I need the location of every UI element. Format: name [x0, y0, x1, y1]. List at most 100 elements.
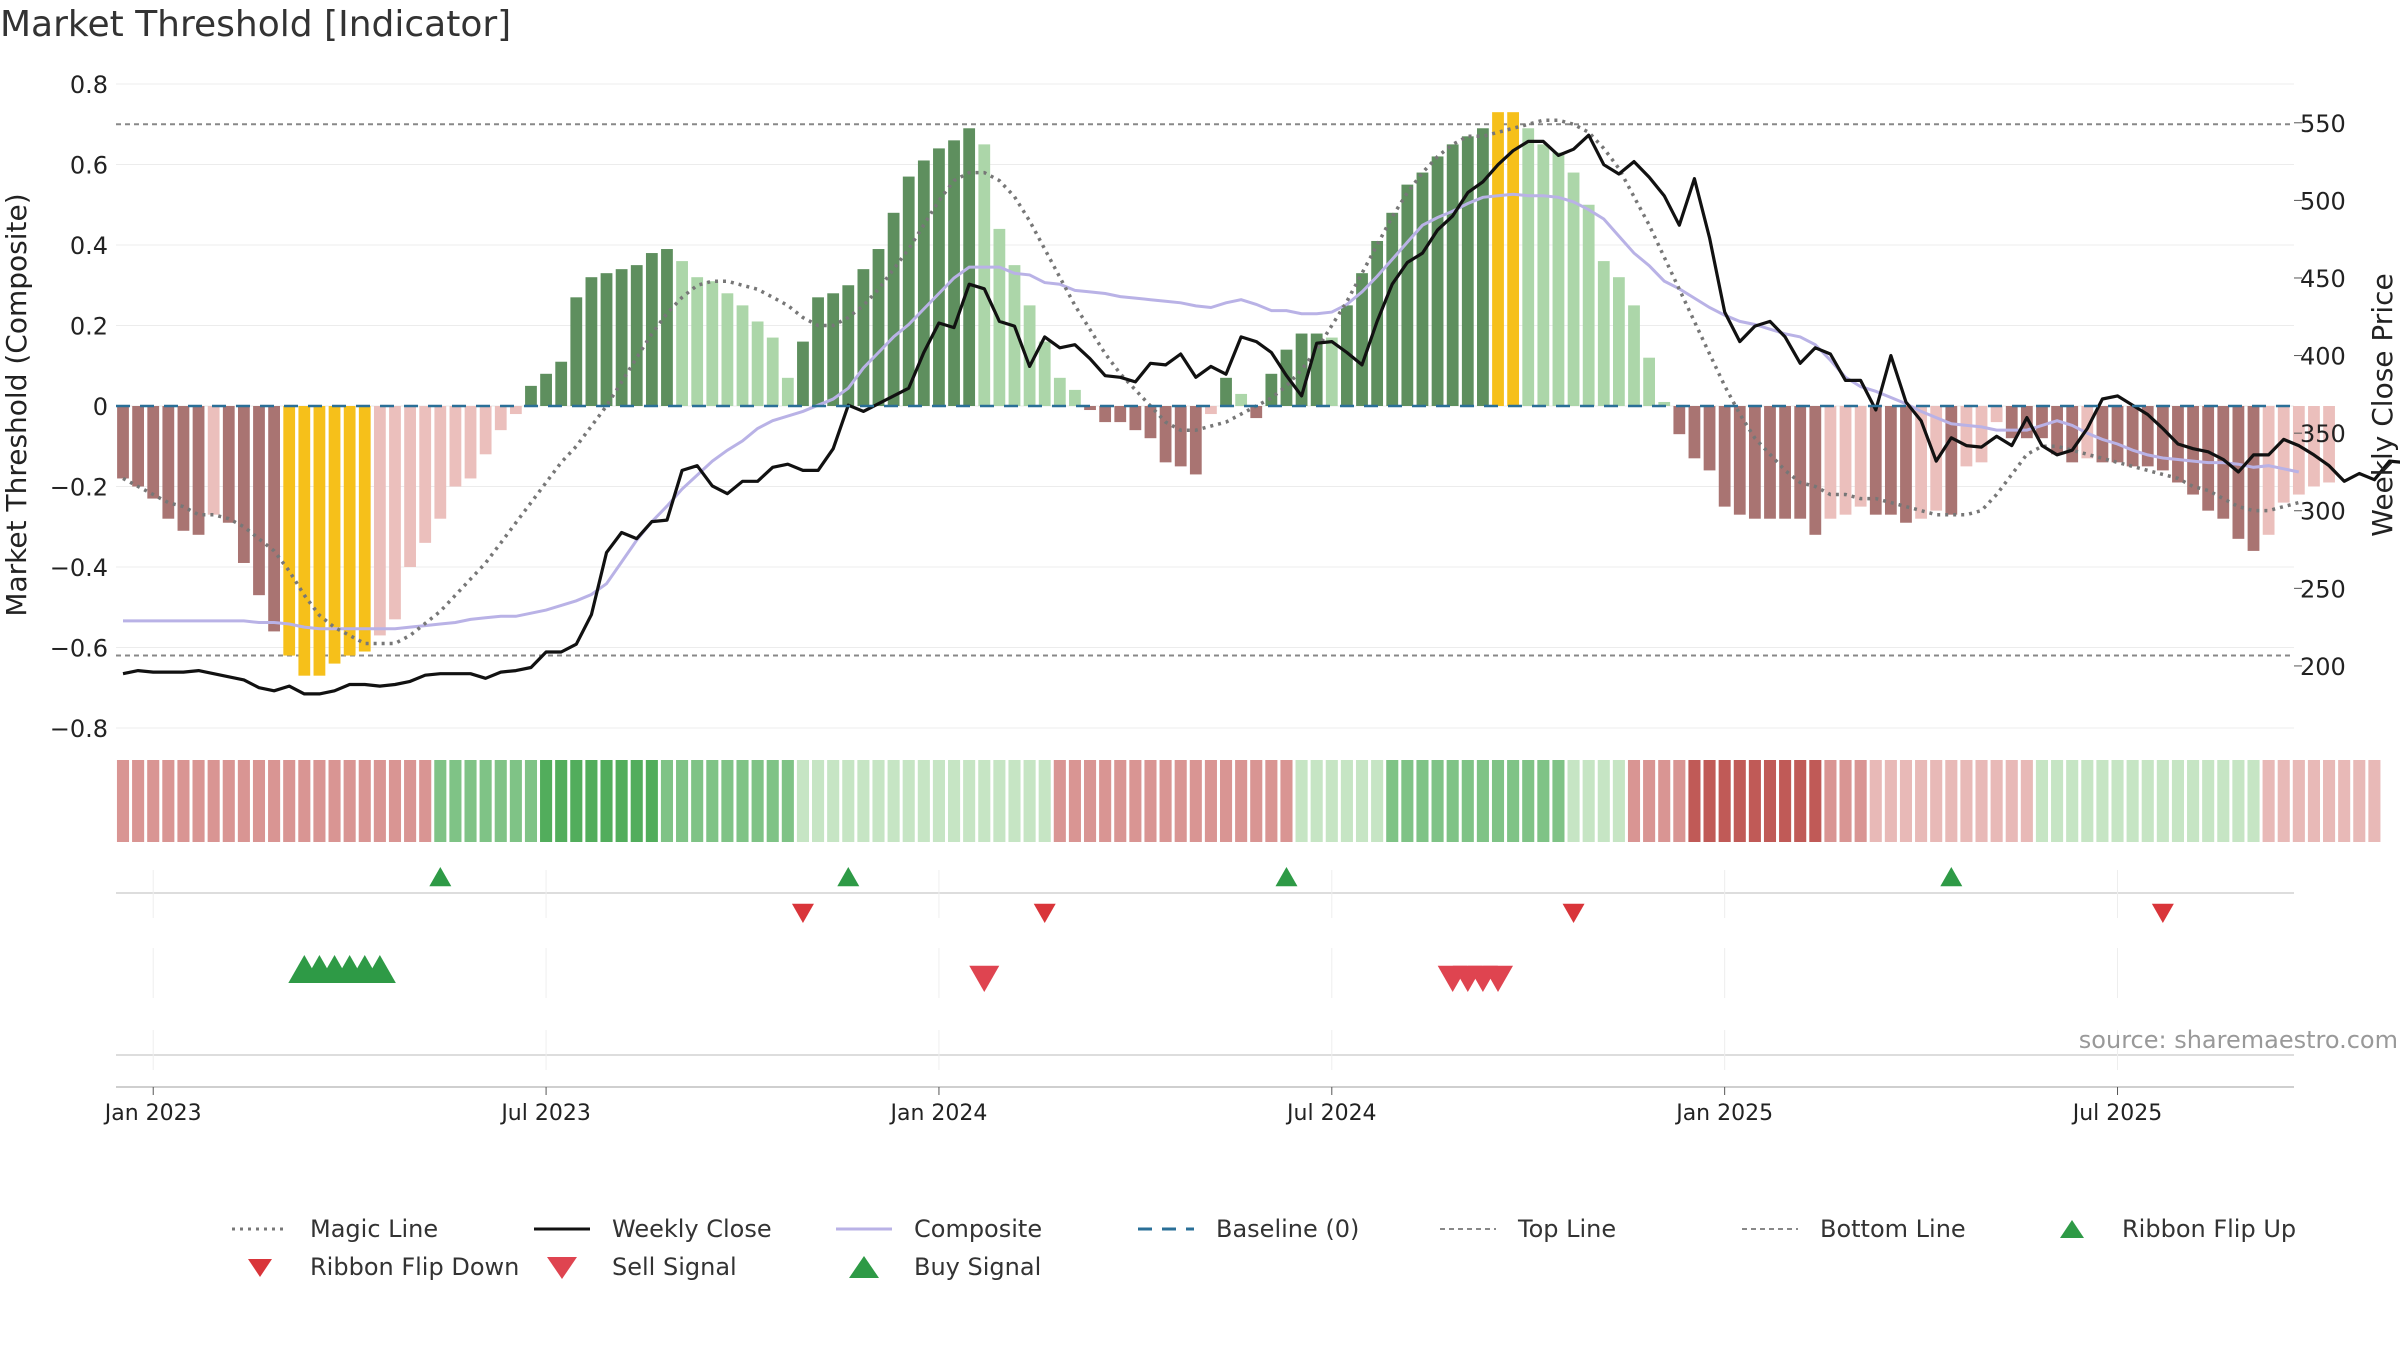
composite-bar	[902, 176, 915, 406]
ribbon-segment	[2126, 760, 2139, 842]
legend-buy-signal: Buy Signal	[834, 1253, 1136, 1281]
composite-bar	[117, 406, 129, 479]
legend-top-line: Top Line	[1438, 1215, 1740, 1243]
legend-label: Weekly Close	[612, 1215, 772, 1243]
composite-bar	[812, 297, 824, 406]
ribbon-segment	[1763, 760, 1777, 842]
legend-close-swatch	[534, 1227, 590, 1231]
legend-label: Bottom Line	[1820, 1215, 1966, 1243]
composite-bar	[570, 297, 583, 406]
ribbon-segment	[1038, 760, 1051, 842]
ribbon-segment	[887, 760, 900, 842]
triangle-up-icon	[2060, 1220, 2084, 1238]
ribbon-segment	[1023, 760, 1036, 842]
composite-bar	[1824, 406, 1837, 519]
composite-bar	[1386, 212, 1399, 406]
composite-bar	[237, 406, 250, 563]
ribbon-segment	[328, 760, 341, 842]
legend-ribbon-flip-up: Ribbon Flip Up	[2042, 1215, 2344, 1243]
ribbon-segment	[2247, 760, 2260, 842]
ribbon-segment	[932, 760, 945, 842]
composite-bar	[192, 406, 205, 535]
y2-tick-label: 250	[2300, 575, 2346, 603]
composite-bar	[1507, 112, 1520, 407]
y-tick-label: −0.8	[50, 715, 108, 743]
composite-bar	[1688, 406, 1701, 459]
composite-bar	[1582, 204, 1595, 406]
ribbon-segment	[660, 760, 674, 842]
ribbon-segment	[237, 760, 250, 842]
ribbon-segment	[1159, 760, 1172, 842]
legend-sell-signal: Sell Signal	[532, 1253, 834, 1281]
composite-bar	[419, 406, 432, 543]
ribbon-segment	[1204, 760, 1217, 842]
composite-bar	[766, 337, 779, 406]
composite-bar	[404, 406, 416, 567]
composite-bar	[1356, 273, 1368, 406]
composite-bar	[1764, 406, 1776, 519]
composite-bar	[585, 277, 598, 406]
ribbon-segment	[2171, 760, 2185, 842]
composite-bar	[479, 406, 492, 455]
ribbon-segment	[615, 760, 628, 842]
triangle-down-icon	[547, 1257, 577, 1279]
ribbon	[116, 760, 2381, 842]
composite-bar	[1567, 172, 1580, 406]
ribbon-segment	[948, 760, 961, 842]
composite-bar	[1461, 136, 1474, 406]
composite-bar	[1008, 265, 1021, 406]
composite-bar	[1597, 261, 1610, 406]
composite-bar	[1733, 406, 1746, 515]
ribbon-segment	[2096, 760, 2109, 842]
composite-bar	[2156, 406, 2169, 471]
composite-bar	[525, 385, 537, 406]
x-tick-label: Jan 2024	[888, 1101, 987, 1126]
ribbon-segment	[872, 760, 885, 842]
ribbon-segment	[116, 760, 130, 842]
composite-bar	[978, 144, 991, 406]
legend-baseline: Baseline (0)	[1136, 1215, 1438, 1243]
y2-tick-label: 350	[2300, 420, 2346, 448]
composite-bar	[2020, 406, 2033, 439]
sell-signal-marker	[969, 965, 1000, 992]
composite-bar	[857, 269, 870, 406]
ribbon-segment	[2202, 760, 2215, 842]
composite-bar	[2126, 406, 2139, 467]
ribbon-flip-down-marker	[1562, 903, 1585, 923]
ribbon-segment	[812, 760, 825, 842]
ribbon-segment	[1431, 760, 1444, 842]
composite-bar	[1159, 406, 1172, 463]
ribbon-segment	[388, 760, 402, 842]
triangle-up-icon	[849, 1256, 879, 1278]
composite-bar	[1658, 401, 1671, 406]
ribbon-segment	[1416, 760, 1429, 842]
y2-axis-label: Weekly Close Price	[2366, 273, 2399, 536]
composite-bar	[1718, 406, 1731, 507]
ribbon-segment	[2307, 760, 2320, 842]
legend-label: Sell Signal	[612, 1253, 737, 1281]
ribbon-segment	[1915, 760, 1928, 842]
composite-bar	[328, 406, 341, 664]
ribbon-segment	[766, 760, 779, 842]
composite-bar	[1038, 341, 1051, 406]
x-tick-label: Jul 2024	[1285, 1101, 1377, 1126]
ribbon-segment	[2353, 760, 2366, 842]
composite-bar	[1174, 406, 1187, 467]
ribbon-segment	[1265, 760, 1278, 842]
ribbon-segment	[1627, 760, 1641, 842]
composite-bar	[343, 406, 356, 656]
ribbon-segment	[1567, 760, 1580, 842]
legend-label: Ribbon Flip Up	[2122, 1215, 2297, 1243]
ribbon-segment	[1945, 760, 1958, 842]
ribbon-segment	[570, 760, 583, 842]
ribbon-segment	[1869, 760, 1882, 842]
composite-bar	[509, 406, 522, 415]
composite-bar	[661, 249, 673, 406]
ribbon-segment	[1235, 760, 1248, 842]
composite-bar	[2277, 406, 2290, 503]
composite-bar	[1446, 144, 1459, 406]
legend-baseline-swatch	[1138, 1227, 1194, 1231]
composite-bar	[1915, 406, 1927, 519]
ribbon-segment	[358, 760, 371, 842]
composite-bar	[2202, 406, 2215, 511]
